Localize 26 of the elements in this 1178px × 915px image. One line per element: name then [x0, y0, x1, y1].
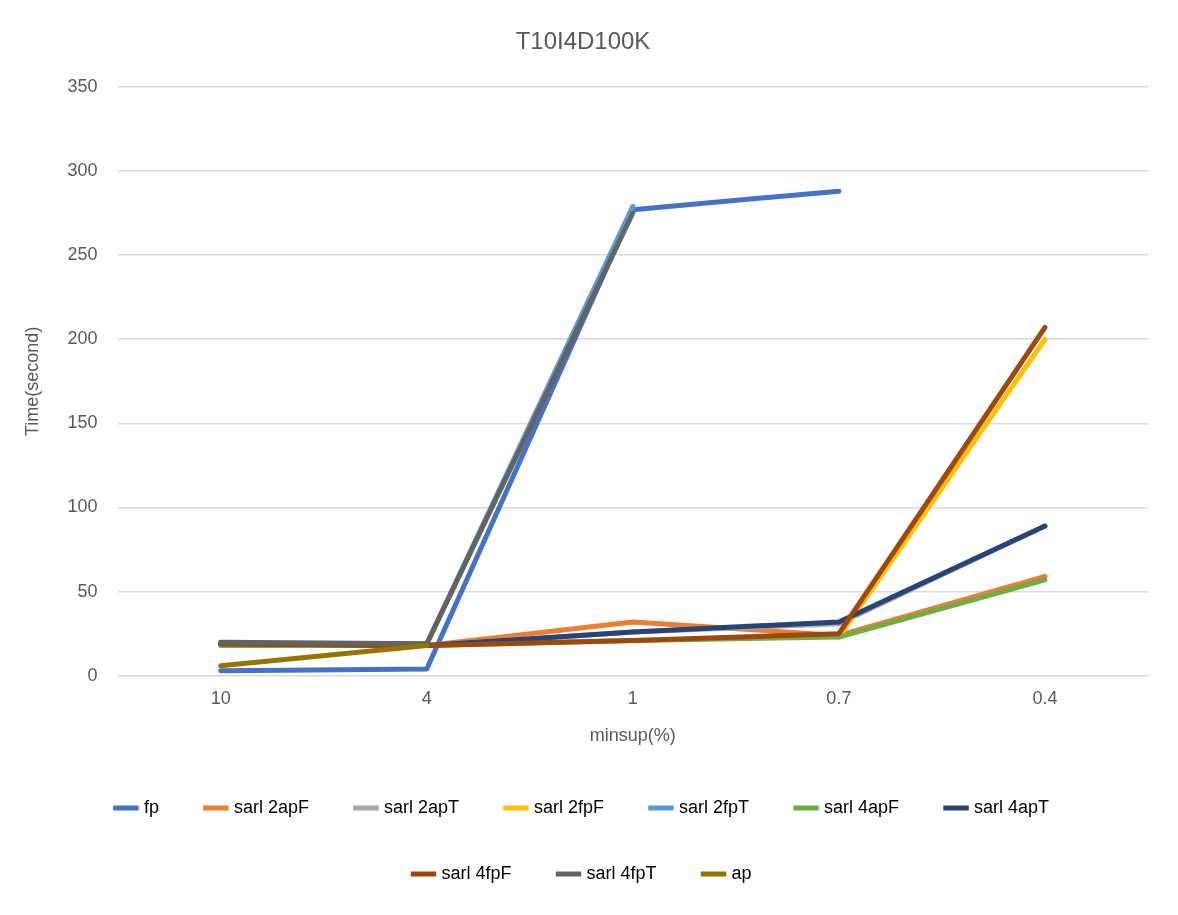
legend-label: sarl 2apT [383, 796, 459, 817]
y-tick-label: 100 [67, 496, 98, 517]
x-tick-label: 0.4 [1032, 687, 1058, 708]
x-tick-label: 4 [421, 687, 432, 708]
x-axis-title: minsup(%) [589, 725, 676, 746]
y-tick-label: 0 [87, 664, 98, 685]
y-tick-label: 250 [67, 244, 98, 265]
legend-label: sarl 4apT [974, 796, 1050, 817]
y-tick-label: 150 [67, 412, 98, 433]
legend-label: sarl 2fpF [533, 796, 605, 817]
legend-label: ap [731, 862, 752, 883]
y-tick-label: 350 [67, 75, 98, 96]
y-tick-label: 50 [77, 580, 98, 601]
y-axis-title: Time(second) [21, 326, 42, 436]
x-tick-label: 1 [627, 687, 638, 708]
x-tick-label: 10 [210, 687, 231, 708]
legend-label: sarl 4fpT [586, 862, 657, 883]
legend-label: fp [143, 796, 159, 817]
x-tick-label: 0.7 [826, 687, 852, 708]
legend-label: sarl 4fpF [441, 862, 512, 883]
legend-label: sarl 2fpT [679, 796, 750, 817]
y-tick-label: 200 [67, 328, 98, 349]
chart-title: T10I4D100K [515, 27, 651, 55]
legend-label: sarl 4apF [824, 796, 900, 817]
legend-label: sarl 2apF [233, 796, 309, 817]
y-tick-label: 300 [67, 159, 98, 180]
